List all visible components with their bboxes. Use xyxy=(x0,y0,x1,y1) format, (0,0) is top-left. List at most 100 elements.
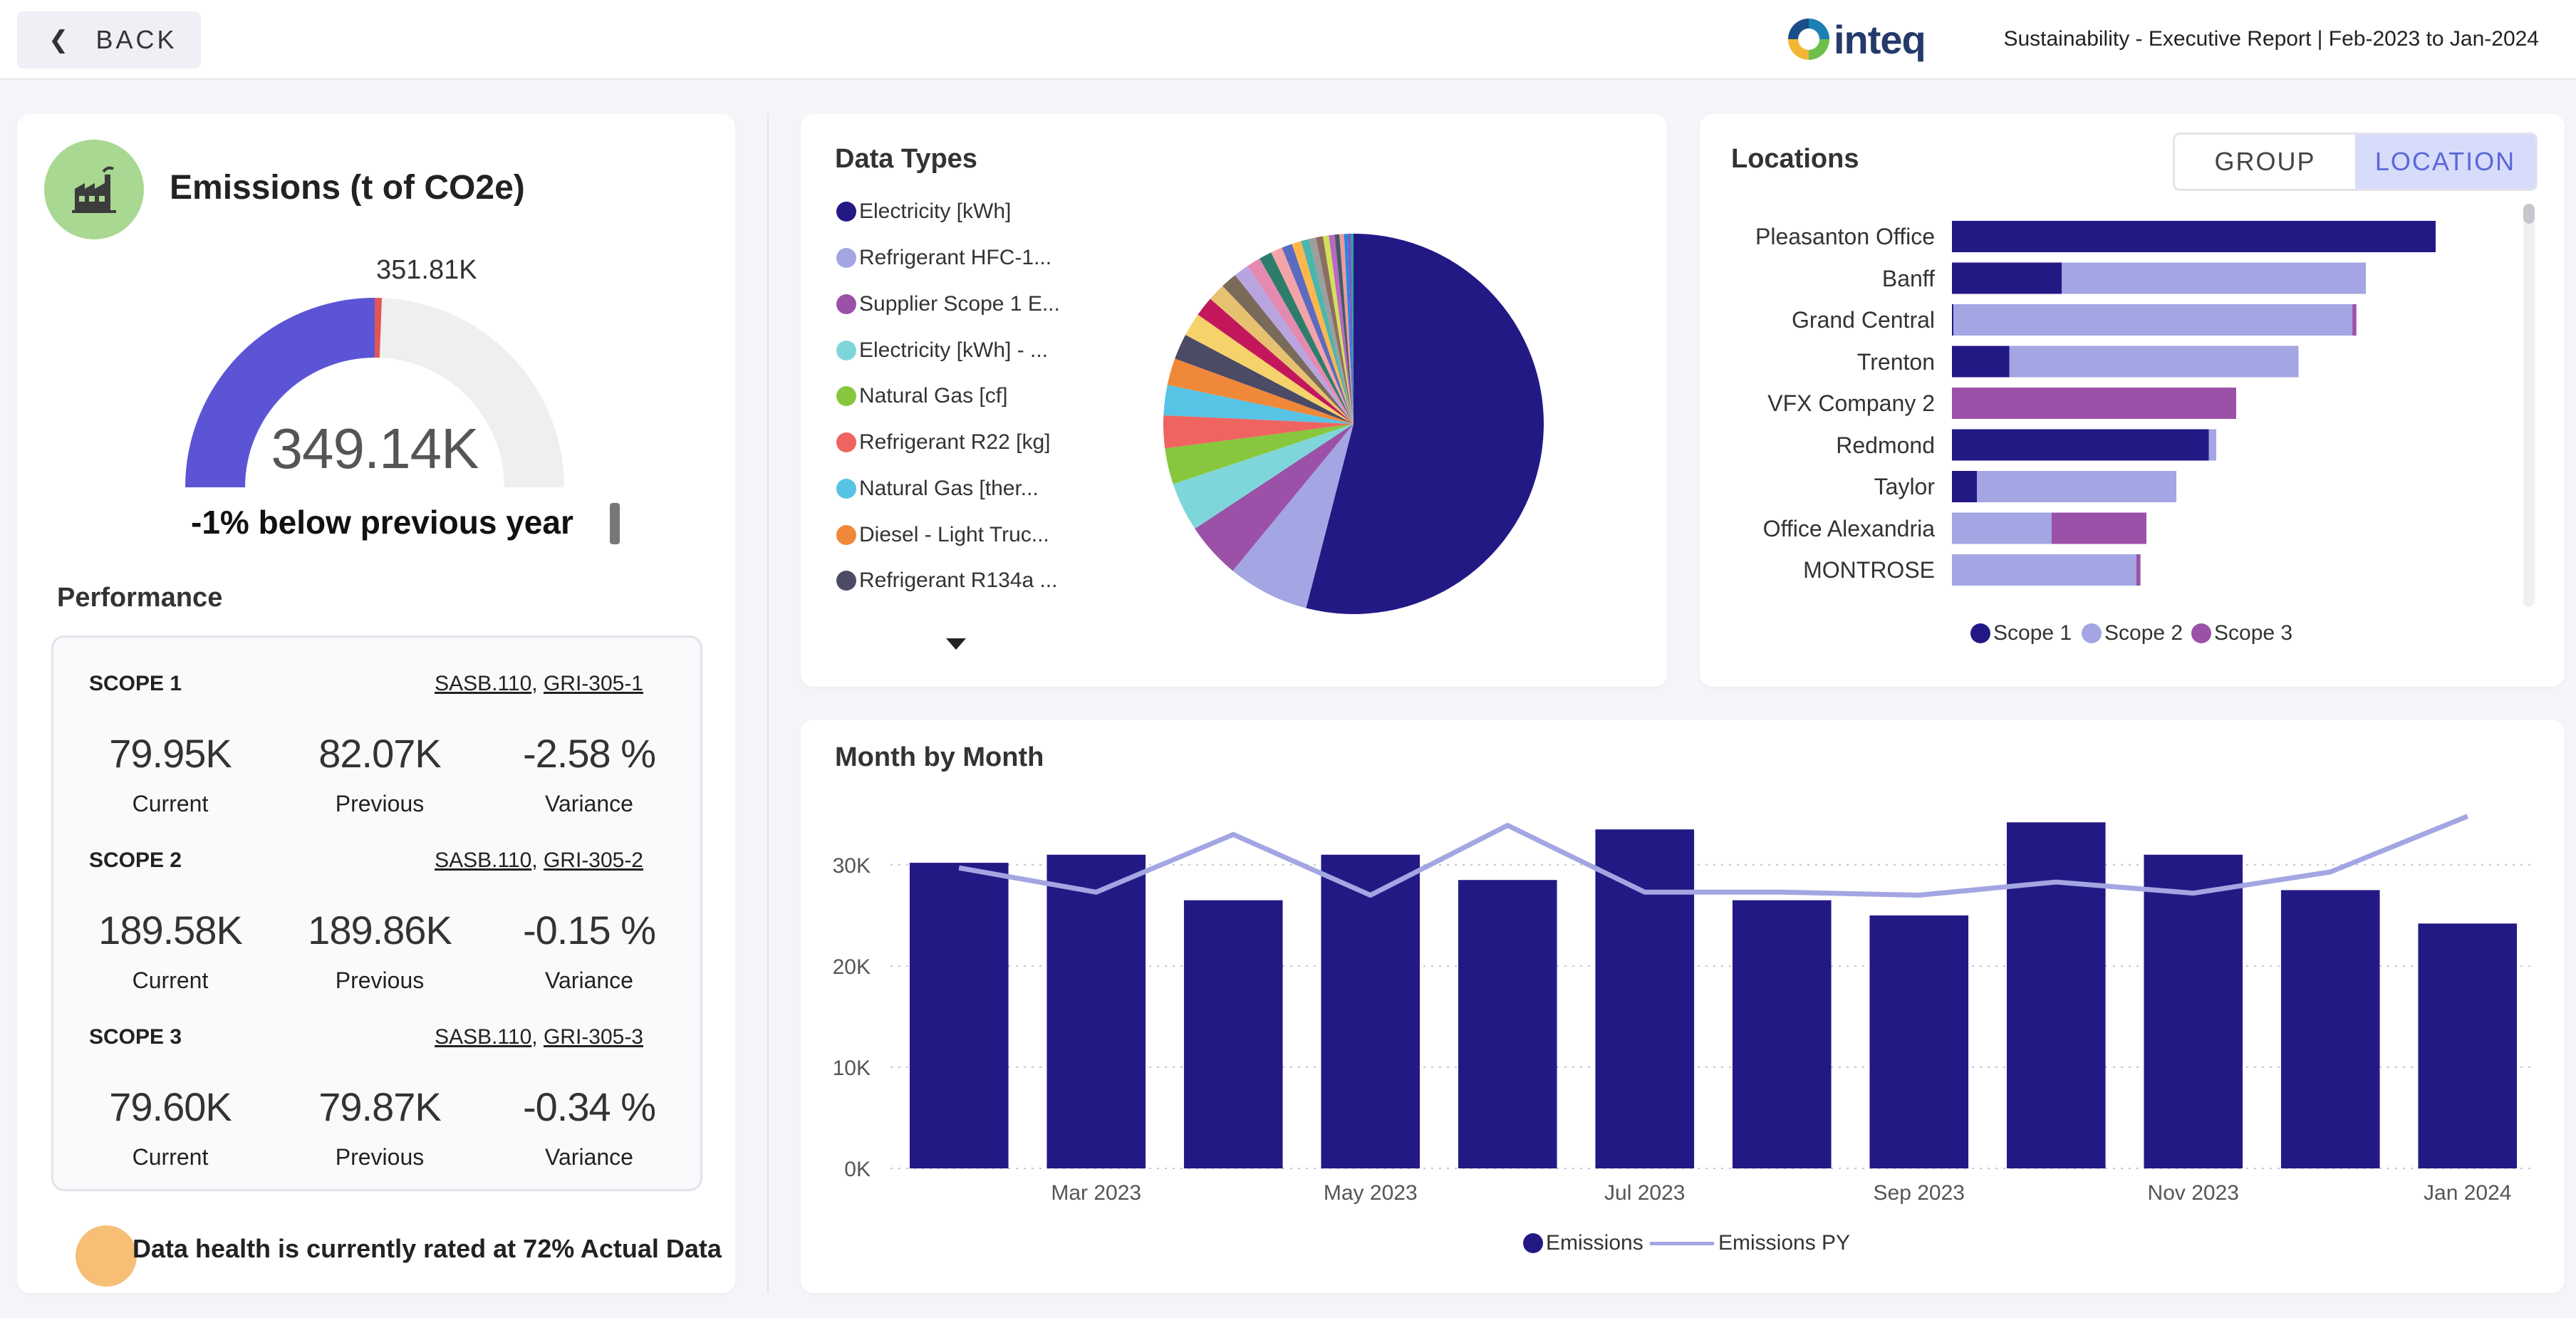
emissions-bar[interactable] xyxy=(2144,854,2243,1168)
location-bar-segment[interactable] xyxy=(1952,429,2209,461)
scope-1-link-sasb[interactable]: SASB.110 xyxy=(435,672,532,695)
emissions-bar[interactable] xyxy=(1595,829,1695,1168)
pie-slice[interactable] xyxy=(1175,334,1354,424)
emissions-bar[interactable] xyxy=(1732,900,1832,1168)
location-bar-segment[interactable] xyxy=(2009,346,2299,378)
scope-3-link-sasb[interactable]: SASB.110 xyxy=(435,1025,532,1049)
location-bar-segment[interactable] xyxy=(1952,512,2052,544)
pie-slice[interactable] xyxy=(1167,358,1354,424)
pie-slice[interactable] xyxy=(1344,234,1354,424)
location-bar-segment[interactable] xyxy=(2136,554,2141,586)
location-bar-segment[interactable] xyxy=(1952,388,2236,419)
scroll-thumb[interactable] xyxy=(2523,204,2535,224)
scope-2-link-sasb[interactable]: SASB.110 xyxy=(435,849,532,872)
data-health-indicator[interactable] xyxy=(76,1225,137,1287)
toggle-location[interactable]: LOCATION xyxy=(2355,135,2535,189)
gauge-value: 349.14K xyxy=(271,417,479,480)
pie-slice[interactable] xyxy=(1185,314,1354,424)
legend-line xyxy=(1650,1241,1714,1245)
scope-1-previous-value: 82.07K xyxy=(318,731,442,776)
pie-slice[interactable] xyxy=(1173,424,1354,529)
location-bar-segment[interactable] xyxy=(1952,554,2136,586)
pie-slice[interactable] xyxy=(1292,241,1354,424)
location-bar-segment[interactable] xyxy=(1953,304,2353,336)
pie-slice[interactable] xyxy=(1198,299,1354,424)
location-bar-segment[interactable] xyxy=(1952,346,2010,378)
legend-label: Diesel - Light Truc... xyxy=(859,523,1049,546)
pie-slice[interactable] xyxy=(1322,235,1354,424)
location-bar-segment[interactable] xyxy=(2208,429,2217,461)
legend-item[interactable]: Supplier Scope 1 E... xyxy=(836,292,1060,316)
pie-slice[interactable] xyxy=(1351,234,1354,424)
location-bar-segment[interactable] xyxy=(1952,471,1977,502)
pie-slice[interactable] xyxy=(1222,275,1354,424)
pie-slice[interactable] xyxy=(1309,237,1354,424)
legend-label: Electricity [kWh] xyxy=(859,199,1012,223)
emissions-bar[interactable] xyxy=(909,863,1009,1168)
location-bar-segment[interactable] xyxy=(2352,304,2357,336)
legend-item[interactable]: Refrigerant R22 [kg] xyxy=(836,430,1050,455)
pie-slice[interactable] xyxy=(1247,258,1354,424)
location-bar-segment[interactable] xyxy=(1977,471,2176,502)
pie-slice[interactable] xyxy=(1334,234,1354,424)
scroll-handle[interactable] xyxy=(610,503,620,544)
view-toggle: GROUP LOCATION xyxy=(2173,133,2538,191)
emissions-bar[interactable] xyxy=(2418,923,2518,1168)
pie-slice[interactable] xyxy=(1347,234,1354,424)
pie-slice[interactable] xyxy=(1232,424,1354,608)
emissions-bar[interactable] xyxy=(2280,890,2380,1168)
pie-slice[interactable] xyxy=(1210,286,1354,424)
pie-slice[interactable] xyxy=(1163,385,1354,424)
back-button[interactable]: ❮ BACK xyxy=(17,11,201,68)
emissions-bar[interactable] xyxy=(2006,822,2106,1168)
pie-slice[interactable] xyxy=(1163,415,1354,449)
emissions-bar[interactable] xyxy=(1458,880,1557,1168)
legend-item[interactable]: Diesel - Light Truc... xyxy=(836,523,1049,547)
locations-scrollbar[interactable] xyxy=(2523,204,2535,607)
legend-item[interactable]: Electricity [kWh] xyxy=(836,199,1011,224)
pie-slice[interactable] xyxy=(1282,244,1354,424)
locations-legend-scope2[interactable]: Scope 2 xyxy=(2082,621,2183,645)
pie-slice[interactable] xyxy=(1260,252,1354,424)
performance-panel: SCOPE 1 SASB.110, GRI-305-1 79.95K Curren… xyxy=(51,635,702,1191)
locations-legend-scope3[interactable]: Scope 3 xyxy=(2191,621,2292,645)
legend-label: Scope 1 xyxy=(1993,621,2072,645)
pie-slice[interactable] xyxy=(1271,247,1354,424)
pie-slice[interactable] xyxy=(1339,234,1354,424)
emissions-bar[interactable] xyxy=(1869,915,1969,1168)
location-bar-segment[interactable] xyxy=(1952,304,1954,336)
legend-item[interactable]: Refrigerant R134a ... xyxy=(836,569,1057,593)
pie-slice[interactable] xyxy=(1195,424,1354,571)
emissions-py-line[interactable] xyxy=(958,814,2469,898)
legend-dot xyxy=(836,525,856,545)
legend-item[interactable]: Electricity [kWh] - ... xyxy=(836,338,1048,363)
emissions-bar[interactable] xyxy=(1046,854,1146,1168)
pie-slice[interactable] xyxy=(1306,234,1544,614)
location-bar-segment[interactable] xyxy=(1952,262,2062,294)
legend-emissions-py[interactable]: Emissions PY xyxy=(1650,1231,1850,1255)
location-bar-segment[interactable] xyxy=(1952,221,2436,252)
scope-2-links: SASB.110, GRI-305-2 xyxy=(435,849,643,872)
toggle-group[interactable]: GROUP xyxy=(2214,147,2316,176)
pie-slice[interactable] xyxy=(1316,236,1354,424)
scope-2-link-gri[interactable]: GRI-305-2 xyxy=(543,849,643,872)
pie-slice[interactable] xyxy=(1235,266,1354,424)
location-bar-segment[interactable] xyxy=(2052,512,2146,544)
legend-emissions[interactable]: Emissions xyxy=(1523,1231,1643,1255)
emissions-bar[interactable] xyxy=(1183,900,1283,1168)
pie-slice[interactable] xyxy=(1329,234,1354,424)
legend-item[interactable]: Refrigerant HFC-1... xyxy=(836,246,1051,270)
legend-more-arrow-icon[interactable] xyxy=(946,638,966,650)
scope-1-links: SASB.110, GRI-305-1 xyxy=(435,672,643,695)
location-label: MONTROSE xyxy=(1803,557,1935,583)
scope-3-link-gri[interactable]: GRI-305-3 xyxy=(543,1025,643,1049)
emissions-bar[interactable] xyxy=(1321,854,1421,1168)
locations-legend-scope1[interactable]: Scope 1 xyxy=(1970,621,2072,645)
legend-item[interactable]: Natural Gas [cf] xyxy=(836,384,1007,408)
data-types-pie-chart xyxy=(1163,234,1544,614)
pie-slice[interactable] xyxy=(1301,239,1354,424)
scope-1-link-gri[interactable]: GRI-305-1 xyxy=(543,672,643,695)
location-bar-segment[interactable] xyxy=(2062,262,2366,294)
legend-item[interactable]: Natural Gas [ther... xyxy=(836,477,1039,501)
pie-slice[interactable] xyxy=(1165,424,1354,484)
